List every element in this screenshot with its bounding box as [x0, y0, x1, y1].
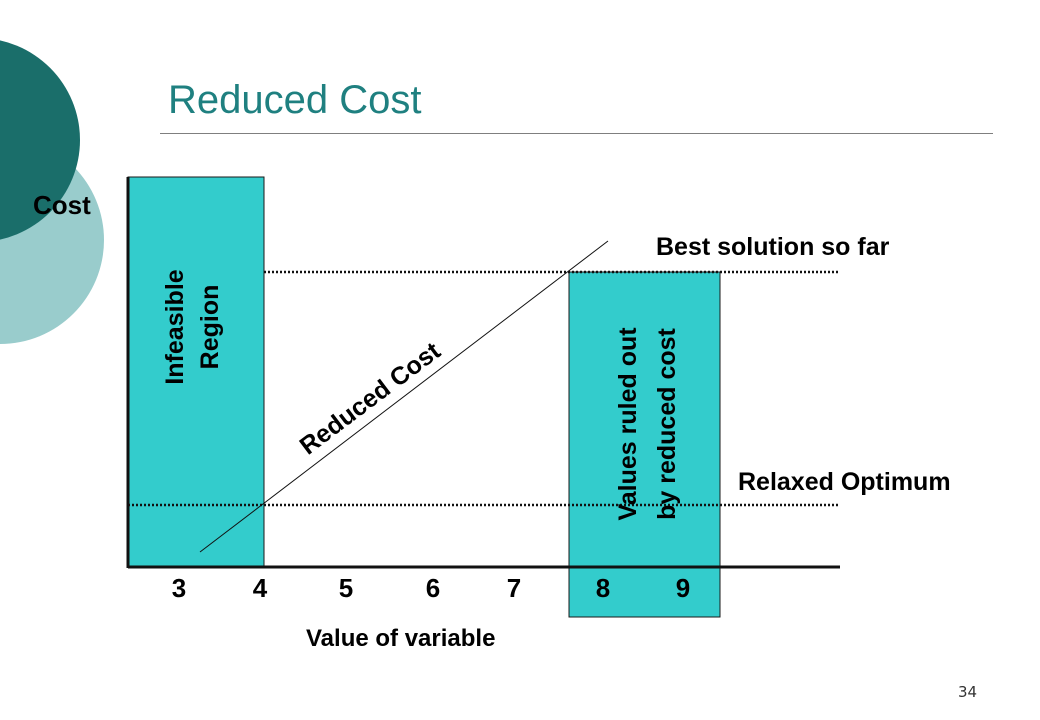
x-tick-label: 5: [339, 573, 353, 603]
x-tick-label: 9: [676, 573, 690, 603]
y-axis-label: Cost: [33, 190, 91, 220]
title-divider: [160, 133, 993, 134]
x-tick-label: 4: [253, 573, 268, 603]
slide-title: Reduced Cost: [168, 78, 422, 122]
ruled-out-region-box: [568, 271, 721, 618]
deco-circle-dark: [0, 40, 80, 240]
x-tick-label: 8: [596, 573, 610, 603]
infeasible-region-label-line2: Region: [196, 285, 224, 370]
reduced-cost-line-label: Reduced Cost: [295, 336, 447, 460]
reduced-cost-line: [199, 240, 609, 553]
x-axis-label: Value of variable: [306, 625, 495, 652]
relaxed-optimum-label: Relaxed Optimum: [738, 468, 951, 496]
ruled-out-region-label-line1: Values ruled out: [614, 327, 642, 521]
decorative-circles: [0, 40, 104, 344]
best-solution-label: Best solution so far: [656, 233, 890, 261]
infeasible-region-box: [127, 176, 265, 568]
x-tick-labels: 3 4 5 6 7 8 9: [172, 573, 690, 603]
x-tick-label: 6: [426, 573, 440, 603]
infeasible-region-label-line1: Infeasible: [161, 269, 189, 384]
x-tick-label: 7: [507, 573, 521, 603]
x-tick-label: 3: [172, 573, 186, 603]
page-number: 34: [958, 683, 978, 701]
ruled-out-region-label-line2: by reduced cost: [653, 327, 681, 519]
